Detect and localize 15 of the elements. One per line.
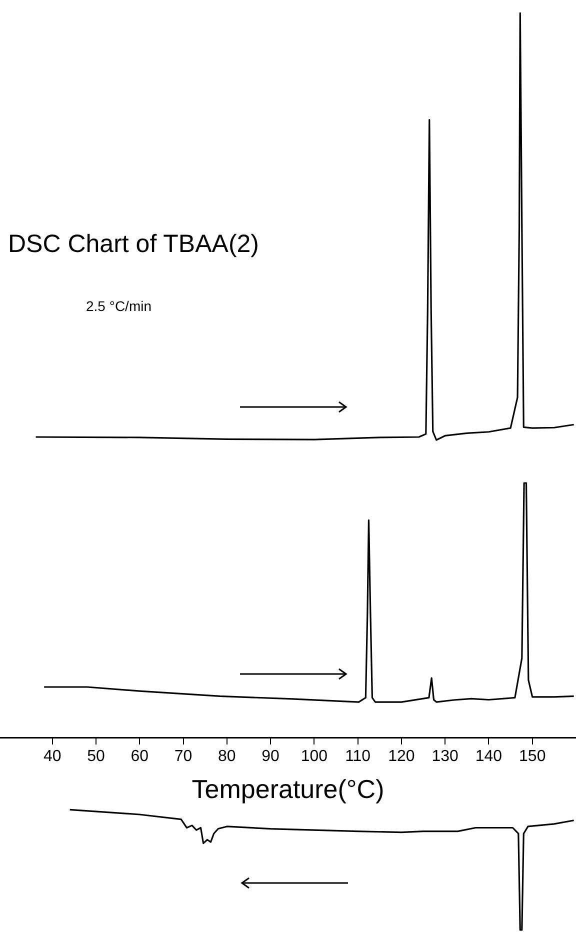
x-tick-label: 80 — [218, 748, 236, 765]
x-tick-label: 130 — [432, 748, 459, 765]
x-tick-label: 110 — [345, 748, 371, 765]
x-tick-label: 140 — [475, 748, 502, 765]
x-tick-label: 120 — [388, 748, 415, 765]
text: 2.5 °C/min — [86, 298, 152, 314]
x-tick-label: 150 — [519, 748, 546, 765]
x-tick-label: 70 — [174, 748, 192, 765]
x-tick-label: 60 — [130, 748, 149, 765]
x-tick-label: 90 — [262, 748, 280, 765]
x-tick-label: 100 — [300, 748, 328, 765]
x-tick-label: 40 — [43, 748, 62, 765]
x-tick-label: 50 — [87, 748, 105, 765]
text: DSC Chart of TBAA(2) — [8, 230, 260, 259]
x-axis-title: Temperature(°C) — [192, 774, 384, 804]
